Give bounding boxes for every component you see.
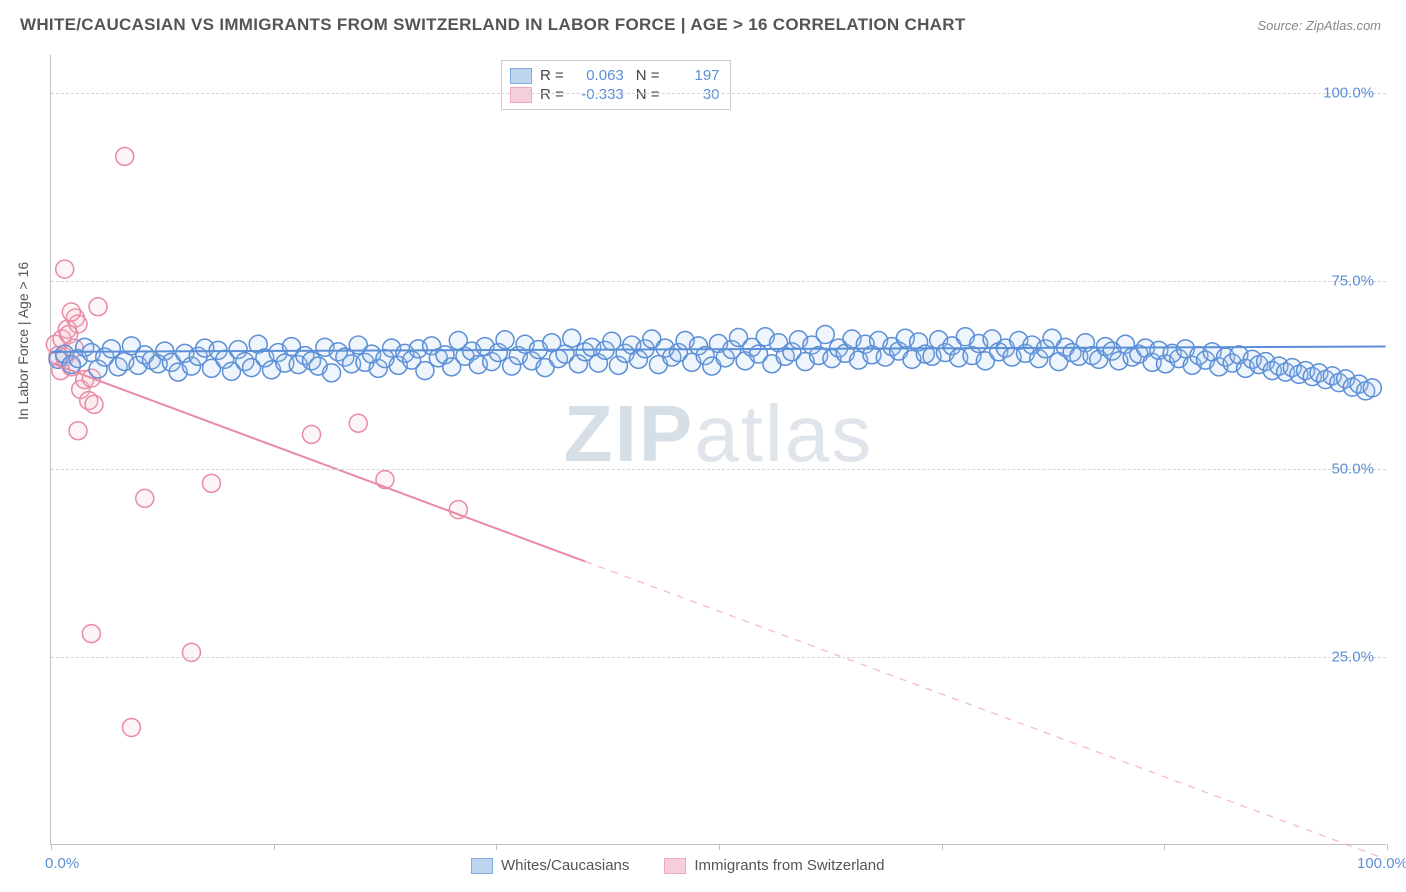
xtick-label: 100.0% <box>1357 855 1406 872</box>
ytick-label: 25.0% <box>1331 648 1374 665</box>
data-point <box>56 260 74 278</box>
xtick <box>1387 844 1388 850</box>
xtick <box>496 844 497 850</box>
swatch-pink-icon <box>664 858 686 874</box>
chart-title: WHITE/CAUCASIAN VS IMMIGRANTS FROM SWITZ… <box>20 15 966 35</box>
data-point <box>182 643 200 661</box>
y-axis-label: In Labor Force | Age > 16 <box>15 262 31 420</box>
data-point <box>563 329 581 347</box>
gridline <box>51 93 1386 94</box>
legend-item-1: Whites/Caucasians <box>471 857 629 874</box>
data-point <box>376 471 394 489</box>
data-point <box>122 719 140 737</box>
ytick-label: 75.0% <box>1331 272 1374 289</box>
data-point <box>496 331 514 349</box>
ytick-label: 100.0% <box>1323 84 1374 101</box>
data-point <box>69 422 87 440</box>
data-point <box>89 298 107 316</box>
data-point <box>82 625 100 643</box>
ytick-label: 50.0% <box>1331 460 1374 477</box>
legend-label-2: Immigrants from Switzerland <box>694 857 884 874</box>
gridline <box>51 657 1386 658</box>
data-point <box>303 425 321 443</box>
series-legend: Whites/Caucasians Immigrants from Switze… <box>471 857 884 874</box>
xtick <box>51 844 52 850</box>
plot-svg <box>51 55 1386 844</box>
trend-line <box>51 363 585 561</box>
trend-line-dashed <box>585 561 1386 859</box>
swatch-blue-icon <box>471 858 493 874</box>
data-point <box>85 395 103 413</box>
xtick <box>274 844 275 850</box>
xtick <box>942 844 943 850</box>
xtick <box>1164 844 1165 850</box>
legend-item-2: Immigrants from Switzerland <box>664 857 884 874</box>
source-label: Source: ZipAtlas.com <box>1257 18 1381 33</box>
data-point <box>1363 379 1381 397</box>
data-point <box>349 414 367 432</box>
gridline <box>51 469 1386 470</box>
legend-label-1: Whites/Caucasians <box>501 857 629 874</box>
xtick <box>719 844 720 850</box>
data-point <box>202 474 220 492</box>
xtick-label: 0.0% <box>45 855 79 872</box>
gridline <box>51 281 1386 282</box>
data-point <box>816 326 834 344</box>
data-point <box>323 364 341 382</box>
chart-area: ZIPatlas R = 0.063 N = 197 R = -0.333 N … <box>50 55 1386 845</box>
data-point <box>62 303 80 321</box>
data-point <box>136 489 154 507</box>
data-point <box>116 147 134 165</box>
